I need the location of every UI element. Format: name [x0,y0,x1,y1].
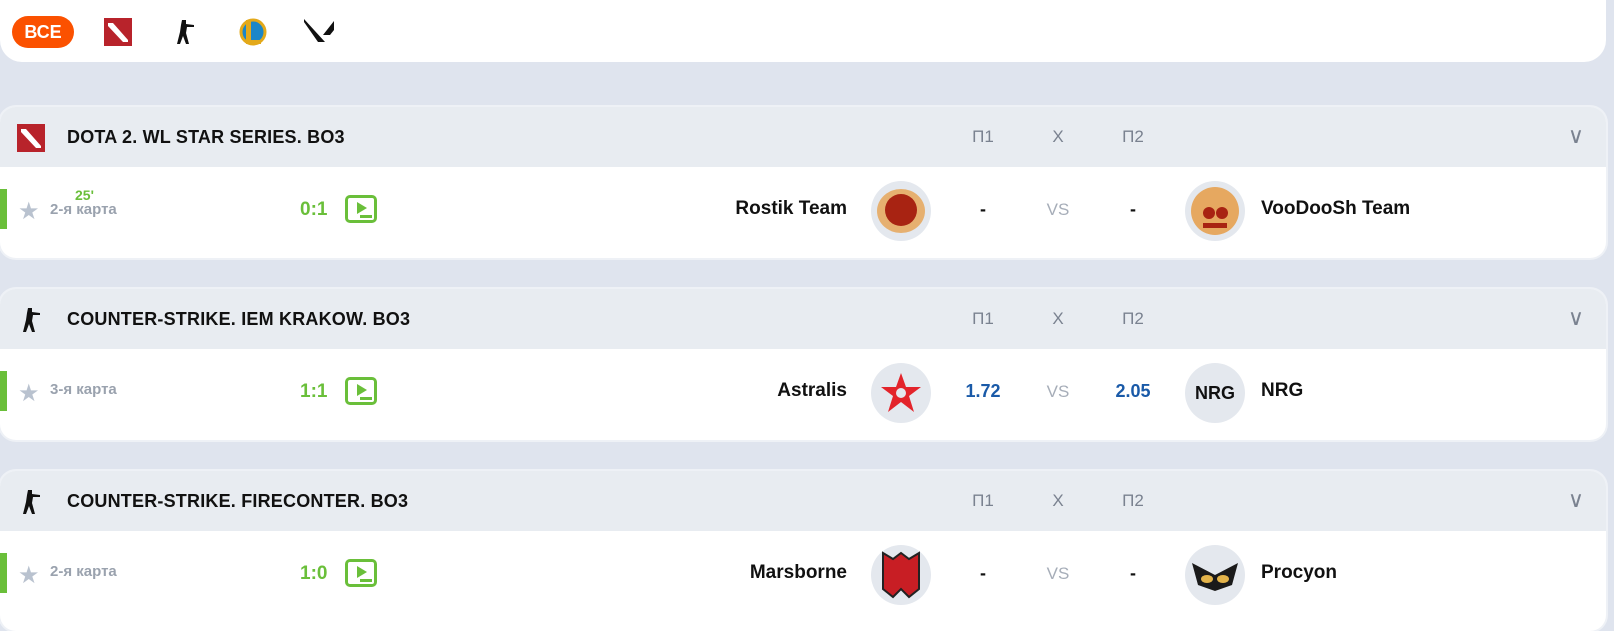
chevron-down-icon[interactable]: ∨ [1567,123,1584,148]
favorite-star-icon[interactable]: ★ [18,380,40,407]
filter-all-button[interactable]: ВСЕ [12,16,74,48]
league-of-legends-icon[interactable] [235,15,269,49]
odd-p1[interactable]: - [980,563,986,583]
counter-strike-icon [15,487,47,517]
team2-name: VooDooSh Team [1261,198,1411,219]
dota2-icon[interactable] [101,15,135,49]
team1-logo [871,363,931,423]
dota2-icon [15,123,47,153]
stream-play-icon[interactable] [345,559,377,587]
odd-p2[interactable]: - [1130,199,1136,219]
live-indicator [0,371,7,411]
map-status: 2-я карта [50,201,117,218]
favorite-star-icon[interactable]: ★ [18,562,40,589]
vs-label: VS [1046,382,1070,401]
event-header[interactable]: DOTA 2. WL STAR SERIES. BO3 П1 X П2 ∨ [0,107,1606,167]
event-header[interactable]: COUNTER-STRIKE. FIRECONTER. BO3 П1 X П2 … [0,471,1606,531]
column-p1: П1 [972,127,994,146]
score: 1:0 [300,563,328,584]
column-p2: П2 [1122,491,1144,510]
team2-name: Procyon [1261,562,1338,583]
team1-logo [871,545,931,605]
match-time: 25' [75,187,94,203]
stream-play-icon[interactable] [345,377,377,405]
event-title: COUNTER-STRIKE. FIRECONTER. BO3 [67,491,409,511]
team2-name: NRG [1261,380,1304,401]
column-p2: П2 [1122,127,1144,146]
event-title: COUNTER-STRIKE. IEM KRAKOW. BO3 [67,309,411,329]
map-status: 2-я карта [50,563,117,580]
column-x: X [1052,127,1064,146]
event-card: COUNTER-STRIKE. IEM KRAKOW. BO3 П1 X П2 … [0,289,1606,440]
team2-logo: NRG [1185,363,1245,423]
odd-p2[interactable]: - [1130,563,1136,583]
score: 1:1 [300,381,328,402]
odd-p1[interactable]: 1.72 [965,381,1001,401]
favorite-star-icon[interactable]: ★ [18,198,40,225]
chevron-down-icon[interactable]: ∨ [1567,305,1584,330]
vs-label: VS [1046,564,1070,583]
column-x: X [1052,309,1064,328]
column-x: X [1052,491,1064,510]
map-status: 3-я карта [50,381,117,398]
team1-name: Marsborne [749,562,847,583]
team1-name: Rostik Team [735,198,847,219]
team2-logo [1185,545,1245,605]
counter-strike-icon [15,305,47,335]
column-p1: П1 [972,491,994,510]
column-p1: П1 [972,309,994,328]
vs-label: VS [1046,200,1070,219]
live-indicator [0,553,7,593]
event-title: DOTA 2. WL STAR SERIES. BO3 [67,127,345,147]
stream-play-icon[interactable] [345,195,377,223]
chevron-down-icon[interactable]: ∨ [1567,487,1584,512]
live-indicator [0,189,7,229]
team1-logo [871,181,931,241]
column-p2: П2 [1122,309,1144,328]
odd-p2[interactable]: 2.05 [1115,381,1151,401]
valorant-icon[interactable] [302,15,336,49]
event-header[interactable]: COUNTER-STRIKE. IEM KRAKOW. BO3 П1 X П2 … [0,289,1606,349]
odd-p1[interactable]: - [980,199,986,219]
event-card: DOTA 2. WL STAR SERIES. BO3 П1 X П2 ∨ ★ … [0,107,1606,258]
counter-strike-icon[interactable] [168,15,202,49]
event-card: COUNTER-STRIKE. FIRECONTER. BO3 П1 X П2 … [0,471,1606,631]
game-filter-bar: ВСЕ [0,0,1606,62]
match-row[interactable]: ★ 25' 2-я карта 0:1 Rostik Team - VS - V… [0,167,1606,255]
score: 0:1 [300,199,328,220]
team2-logo [1185,181,1245,241]
team1-name: Astralis [777,380,847,401]
match-row[interactable]: ★ 2-я карта 1:0 Marsborne - VS - Procyon [0,531,1606,619]
match-row[interactable]: ★ 3-я карта 1:1 Astralis 1.72 VS 2.05 NR… [0,349,1606,437]
